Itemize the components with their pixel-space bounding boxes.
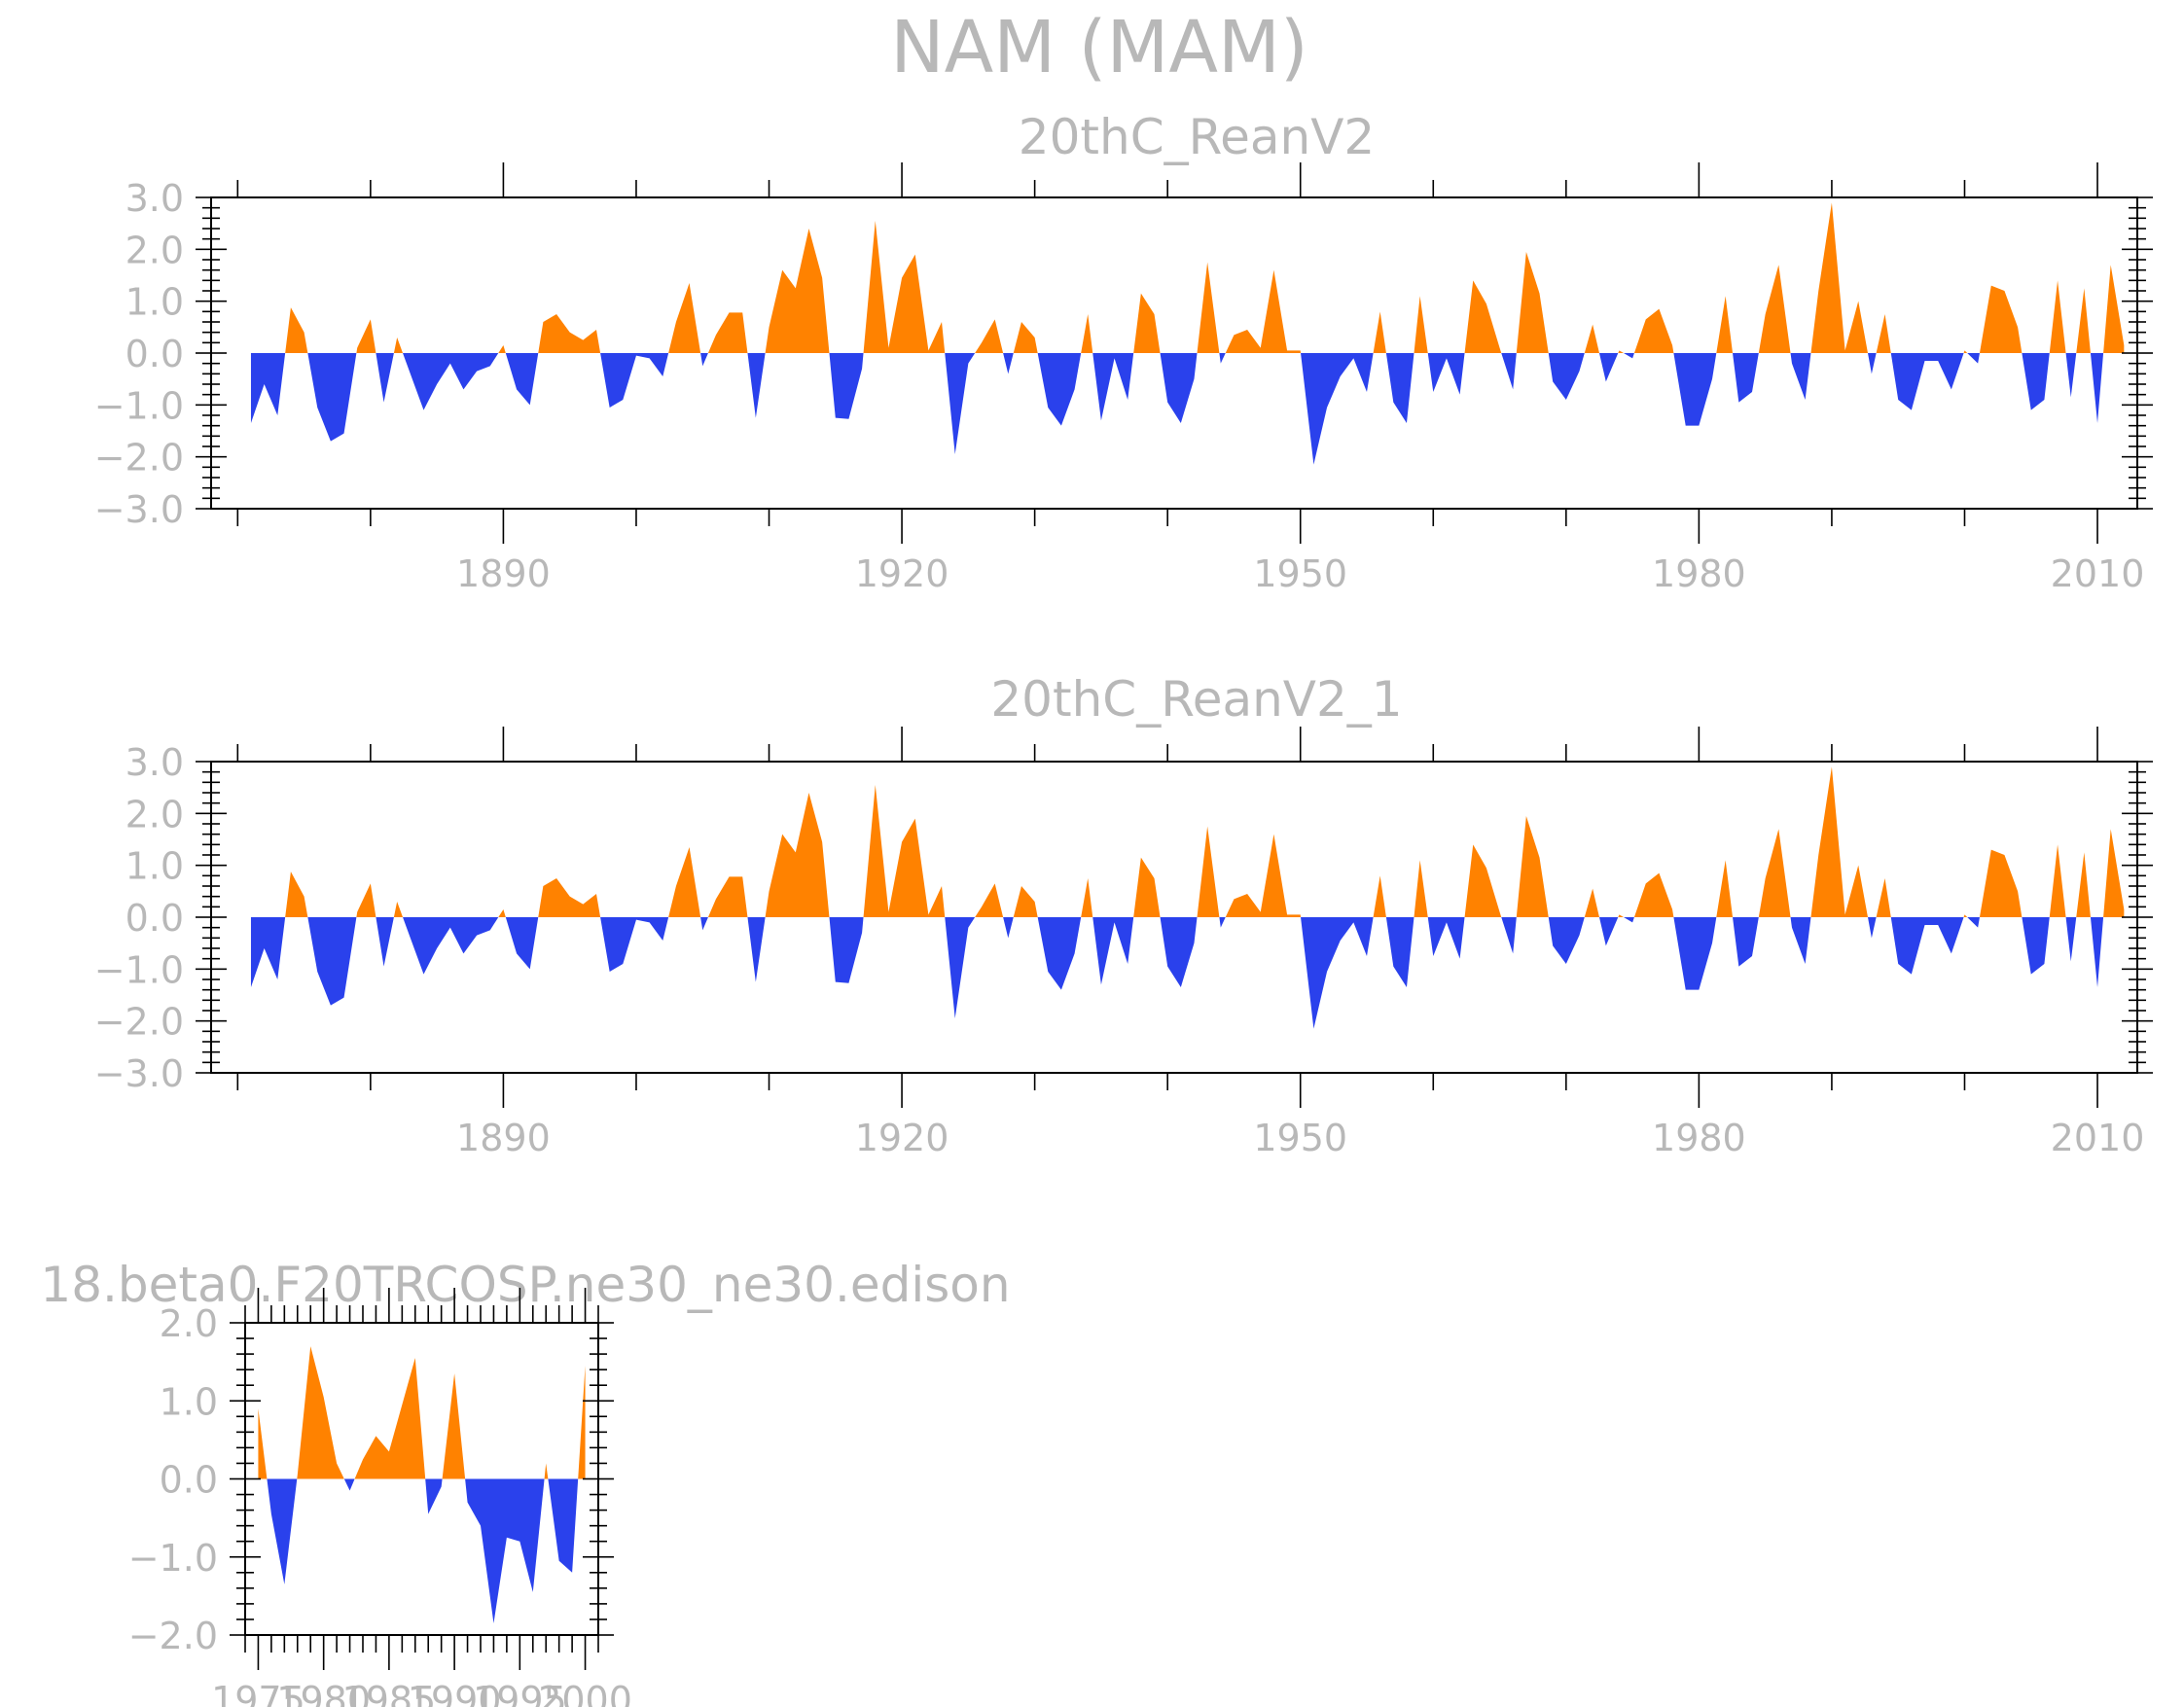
y-tick-label: 2.0 [125,793,184,836]
x-tick-label: 2010 [2051,1117,2145,1159]
x-tick-label: 1950 [1253,1117,1347,1159]
positive-area [250,202,2125,353]
x-tick-label: 1920 [855,1117,949,1159]
y-tick-label: 2.0 [125,229,184,271]
x-tick-label: 1980 [1652,552,1746,595]
y-tick-label: 1.0 [160,1380,218,1423]
y-tick-label: 3.0 [125,177,184,220]
y-tick-label: −1.0 [94,384,184,427]
x-tick-label: 1890 [456,1117,551,1159]
y-tick-label: −1.0 [94,948,184,991]
panel-top: 20thC_ReanV2 −3.0 −2.0 −1.0 0.0 1.0 2.0 3.0 189… [94,109,2153,595]
panel-bottom: 18.beta0.F20TRCOSP.ne30_ne30.edison −2.0… [40,1257,1010,1707]
x-tick-label: 2010 [2051,552,2145,595]
figure-title: NAM (MAM) [890,6,1307,89]
y-tick-label: −2.0 [94,437,184,480]
x-tick-label: 1995 [473,1679,567,1707]
panel-title-middle: 20thC_ReanV2_1 [990,671,1402,728]
panel-middle: 20thC_ReanV2_1 −3.0 −2.0 −1.0 0.0 1.0 2.0 3.0 1… [94,671,2153,1159]
y-tick-label: −3.0 [94,488,184,531]
x-tick-label: 1980 [1652,1117,1746,1159]
y-tick-label: 3.0 [125,741,184,784]
x-tick-label: 1890 [456,552,551,595]
negative-area [250,353,2125,465]
y-tick-label: 1.0 [125,845,184,888]
x-tick-label: 1980 [276,1679,371,1707]
x-tick-label: 1950 [1253,552,1347,595]
positive-area [250,766,2125,917]
y-tick-label: 0.0 [160,1459,218,1502]
y-tick-label: −2.0 [94,1001,184,1044]
x-tick-label: 1920 [855,552,949,595]
negative-area [258,1478,586,1623]
x-tick-label: 2000 [538,1679,632,1707]
positive-area [258,1346,586,1479]
y-tick-label: −1.0 [128,1537,218,1580]
panel-title-bottom: 18.beta0.F20TRCOSP.ne30_ne30.edison [40,1257,1010,1313]
y-tick-label: 0.0 [125,897,184,940]
x-tick-label: 1990 [408,1679,502,1707]
x-tick-label: 1975 [211,1679,305,1707]
panel-title-top: 20thC_ReanV2 [1019,109,1375,165]
y-tick-label: −2.0 [128,1615,218,1657]
y-tick-label: −3.0 [94,1052,184,1095]
negative-area [250,917,2125,1029]
y-tick-label: 2.0 [160,1302,218,1345]
y-tick-label: 0.0 [125,333,184,375]
x-tick-label: 1985 [342,1679,437,1707]
y-tick-label: 1.0 [125,281,184,324]
